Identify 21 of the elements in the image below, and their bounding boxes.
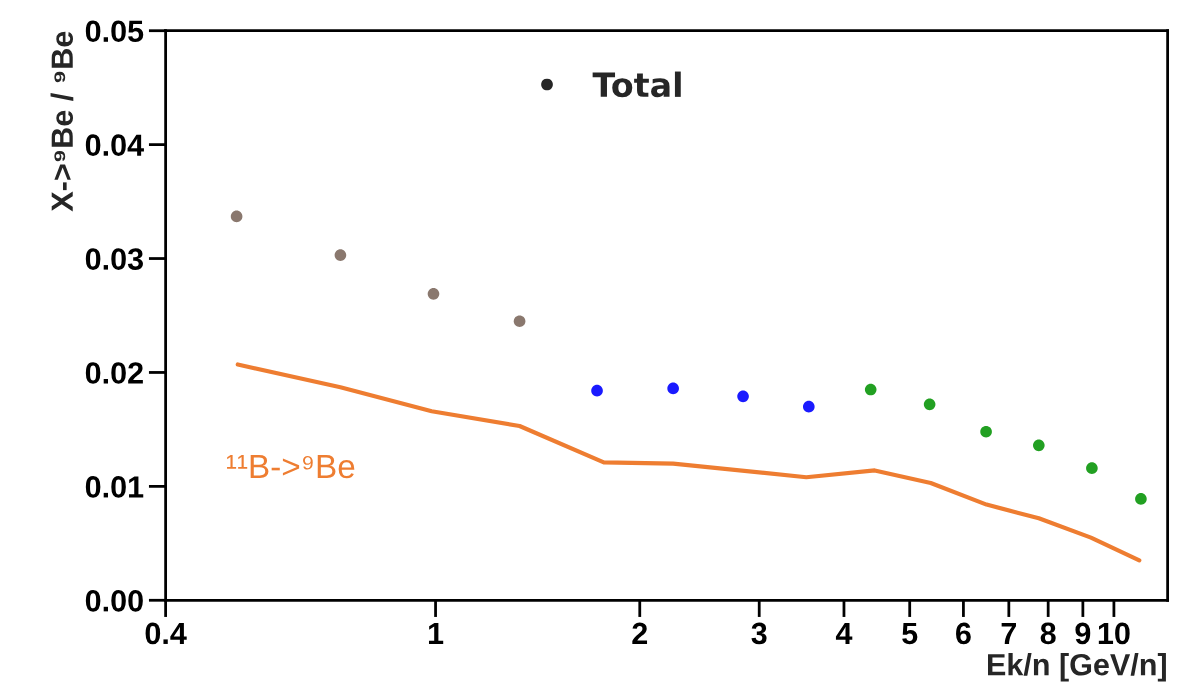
x-tick-label: 8 bbox=[1040, 622, 1056, 645]
x-tick-label: 1 bbox=[428, 622, 444, 644]
y-tick-label: 0.04 bbox=[85, 134, 144, 156]
annotation: • Total bbox=[541, 71, 681, 98]
x-tick-label: 2 bbox=[632, 622, 648, 644]
x-tick-label: 9 bbox=[1075, 622, 1091, 645]
x-tick-label: 5 bbox=[902, 622, 918, 645]
y-tick-label: 0.05 bbox=[85, 20, 144, 43]
x-tick-label: 7 bbox=[1001, 622, 1016, 644]
x-tick-label: 0.4 bbox=[145, 622, 187, 645]
y-axis-title: X->⁹Be / ⁹Be bbox=[50, 31, 74, 212]
series-label: ¹¹B->⁹Be bbox=[227, 454, 355, 479]
x-tick-label: 3 bbox=[751, 622, 767, 645]
x-tick-label: 4 bbox=[835, 622, 853, 644]
x-axis-title: Ek/n [GeV/n] bbox=[988, 653, 1166, 682]
y-tick-label: 0.02 bbox=[85, 362, 143, 384]
x-tick-label: 6 bbox=[956, 622, 971, 645]
y-tick-label: 0.03 bbox=[85, 248, 143, 270]
y-tick-label: 0.00 bbox=[85, 590, 143, 612]
y-tick-label: 0.01 bbox=[85, 476, 144, 498]
x-tick-label: 10 bbox=[1098, 622, 1130, 645]
